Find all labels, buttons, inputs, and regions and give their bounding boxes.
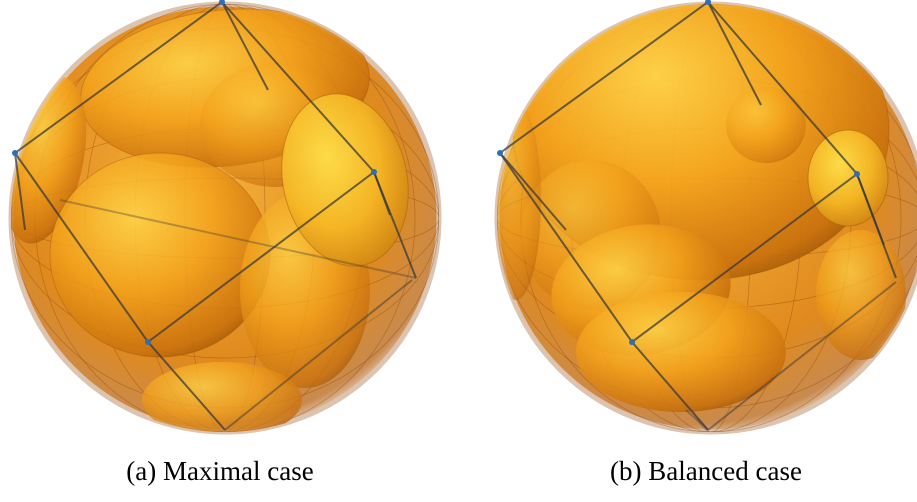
figure-panel-maximal: (a) Maximal case — [0, 0, 442, 502]
figure-panel-balanced: (b) Balanced case — [486, 0, 917, 502]
ellipsoids — [497, 4, 906, 412]
caption-balanced-case: (b) Balanced case — [610, 456, 802, 486]
maximal-case-render — [8, 0, 442, 435]
ellipsoid-bottom-left — [576, 292, 786, 412]
caption-maximal-case: (a) Maximal case — [126, 456, 314, 486]
vertex-dots — [12, 0, 377, 345]
ellipsoid-center — [49, 152, 271, 358]
ellipsoid-right-side — [816, 230, 906, 360]
balanced-case-render — [494, 0, 917, 435]
vertex-dots — [497, 0, 860, 345]
ellipsoid-right-bright — [281, 93, 409, 267]
ellipsoid-small-inner — [726, 87, 806, 163]
ellipsoid-small-bright — [807, 129, 889, 227]
